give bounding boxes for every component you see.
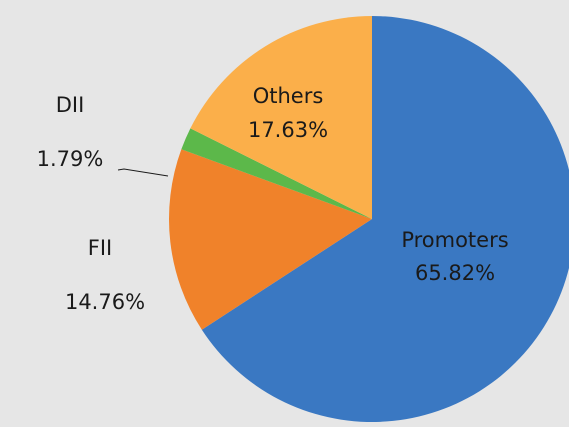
leader-line bbox=[117, 168, 169, 177]
pie-slice bbox=[168, 149, 372, 330]
slice-label: Others bbox=[253, 84, 324, 108]
pie-slice bbox=[201, 16, 569, 422]
pie-slice bbox=[181, 128, 372, 219]
slice-value-label: 1.79% bbox=[37, 147, 104, 171]
slice-value-label: 17.63% bbox=[248, 118, 328, 142]
pie-slice bbox=[190, 16, 372, 219]
slice-label: Promoters bbox=[401, 228, 508, 252]
slice-label: DII bbox=[56, 93, 85, 117]
slice-value-label: 65.82% bbox=[415, 261, 495, 285]
slice-value-label: 14.76% bbox=[65, 290, 145, 314]
slice-label: FII bbox=[88, 236, 112, 260]
